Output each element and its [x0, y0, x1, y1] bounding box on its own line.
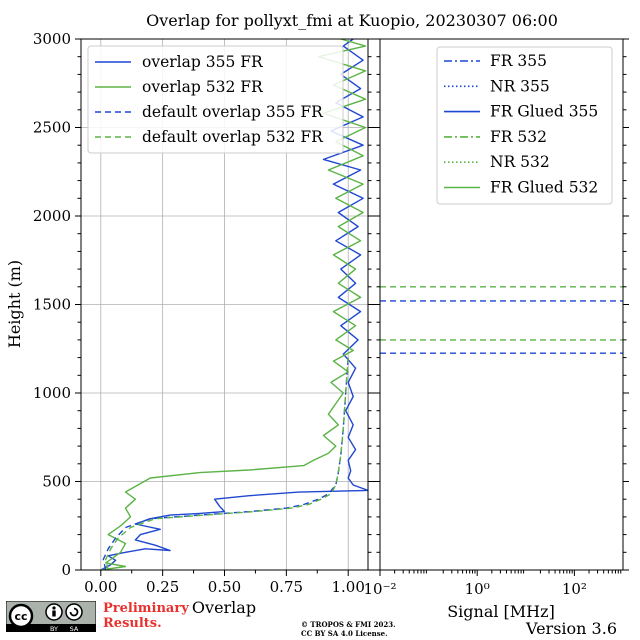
left-series-group: [100, 38, 369, 571]
cc-sa-text: SA: [70, 625, 79, 632]
left-y-axis-label: Height (m): [5, 260, 24, 348]
legend-label: NR 355: [490, 77, 550, 95]
right-legend-box: [436, 46, 613, 205]
preliminary-line-2: Results.: [103, 616, 162, 631]
left-legend: overlap 355 FR overlap 532 FR default over…: [87, 45, 344, 154]
left-y-tick-label: 2000: [33, 207, 71, 225]
figure-title: Overlap for pollyxt_fmi at Kuopio, 20230…: [146, 11, 558, 30]
preliminary-results-note: Preliminary Results.: [103, 601, 189, 631]
right-x-tick-label: 10²: [562, 580, 587, 598]
legend-label: overlap 532 FR: [142, 78, 264, 96]
left-legend-box: [87, 45, 344, 154]
svg-text:cc: cc: [14, 610, 27, 623]
right-ticks: 10⁻² 10⁰ 10²: [363, 38, 629, 598]
copyright-line-1: © TROPOS & FMI 2023.: [301, 620, 396, 629]
left-x-tick-label: 0.25: [146, 578, 179, 596]
legend-label: FR 355: [490, 52, 547, 70]
left-x-axis-label: Overlap: [192, 598, 256, 617]
legend-label: FR Glued 355: [490, 103, 598, 121]
legend-label: FR 532: [490, 128, 547, 146]
right-x-axis-label: Signal [MHz]: [447, 602, 555, 621]
series-line-overlap-532-fr: [100, 38, 367, 571]
left-y-tick-label: 500: [42, 473, 71, 491]
legend-label: default overlap 355 FR: [142, 103, 324, 121]
copyright-line-2: CC BY SA 4.0 License.: [301, 629, 388, 638]
right-panel: 10⁻² 10⁰ 10² Signal [MHz] FR 355 NR 355 FR G…: [363, 38, 629, 621]
legend-label: overlap 355 FR: [142, 53, 264, 71]
series-line-default-overlap-532-fr: [105, 357, 349, 571]
copyright-note: © TROPOS & FMI 2023. CC BY SA 4.0 Licens…: [301, 620, 396, 638]
right-series-group: [380, 286, 623, 354]
cc-by-text: BY: [50, 625, 58, 632]
preliminary-line-1: Preliminary: [103, 601, 189, 616]
left-panel: 0.00 0.25 0.50 0.75 1.00 0 500 1000 1500 2000 2500…: [5, 30, 374, 617]
left-x-tick-label: 0.50: [208, 578, 241, 596]
legend-label: NR 532: [490, 153, 550, 171]
version-label: Version 3.6: [526, 619, 617, 638]
series-line-overlap-355-fr: [100, 38, 369, 571]
series-line-default-overlap-355-fr: [102, 357, 349, 571]
left-x-tick-label: 0.00: [84, 578, 117, 596]
left-ticks: 0.00 0.25 0.50 0.75 1.00 0 500 1000 1500 2000 2500…: [33, 30, 374, 596]
left-x-tick-label: 1.00: [332, 578, 365, 596]
right-legend: FR 355 NR 355 FR Glued 355 FR 532 NR 532 FR G…: [436, 46, 613, 205]
right-x-tick-label: 10⁰: [465, 580, 490, 598]
left-y-tick-label: 1000: [33, 384, 71, 402]
left-y-tick-label: 2500: [33, 119, 71, 137]
left-y-tick-label: 3000: [33, 30, 71, 48]
left-x-tick-label: 0.75: [270, 578, 303, 596]
left-legend-entries: overlap 355 FR overlap 532 FR default over…: [95, 53, 324, 146]
left-y-tick-label: 0: [61, 561, 71, 579]
right-legend-entries: FR 355 NR 355 FR Glued 355 FR 532 NR 532 FR G…: [444, 52, 598, 197]
legend-label: default overlap 532 FR: [142, 128, 324, 146]
cc-by-sa-license-icon: cc BY SA: [6, 601, 96, 632]
right-x-tick-label: 10⁻²: [363, 580, 396, 598]
legend-label: FR Glued 532: [490, 179, 598, 197]
left-y-tick-label: 1500: [33, 296, 71, 314]
